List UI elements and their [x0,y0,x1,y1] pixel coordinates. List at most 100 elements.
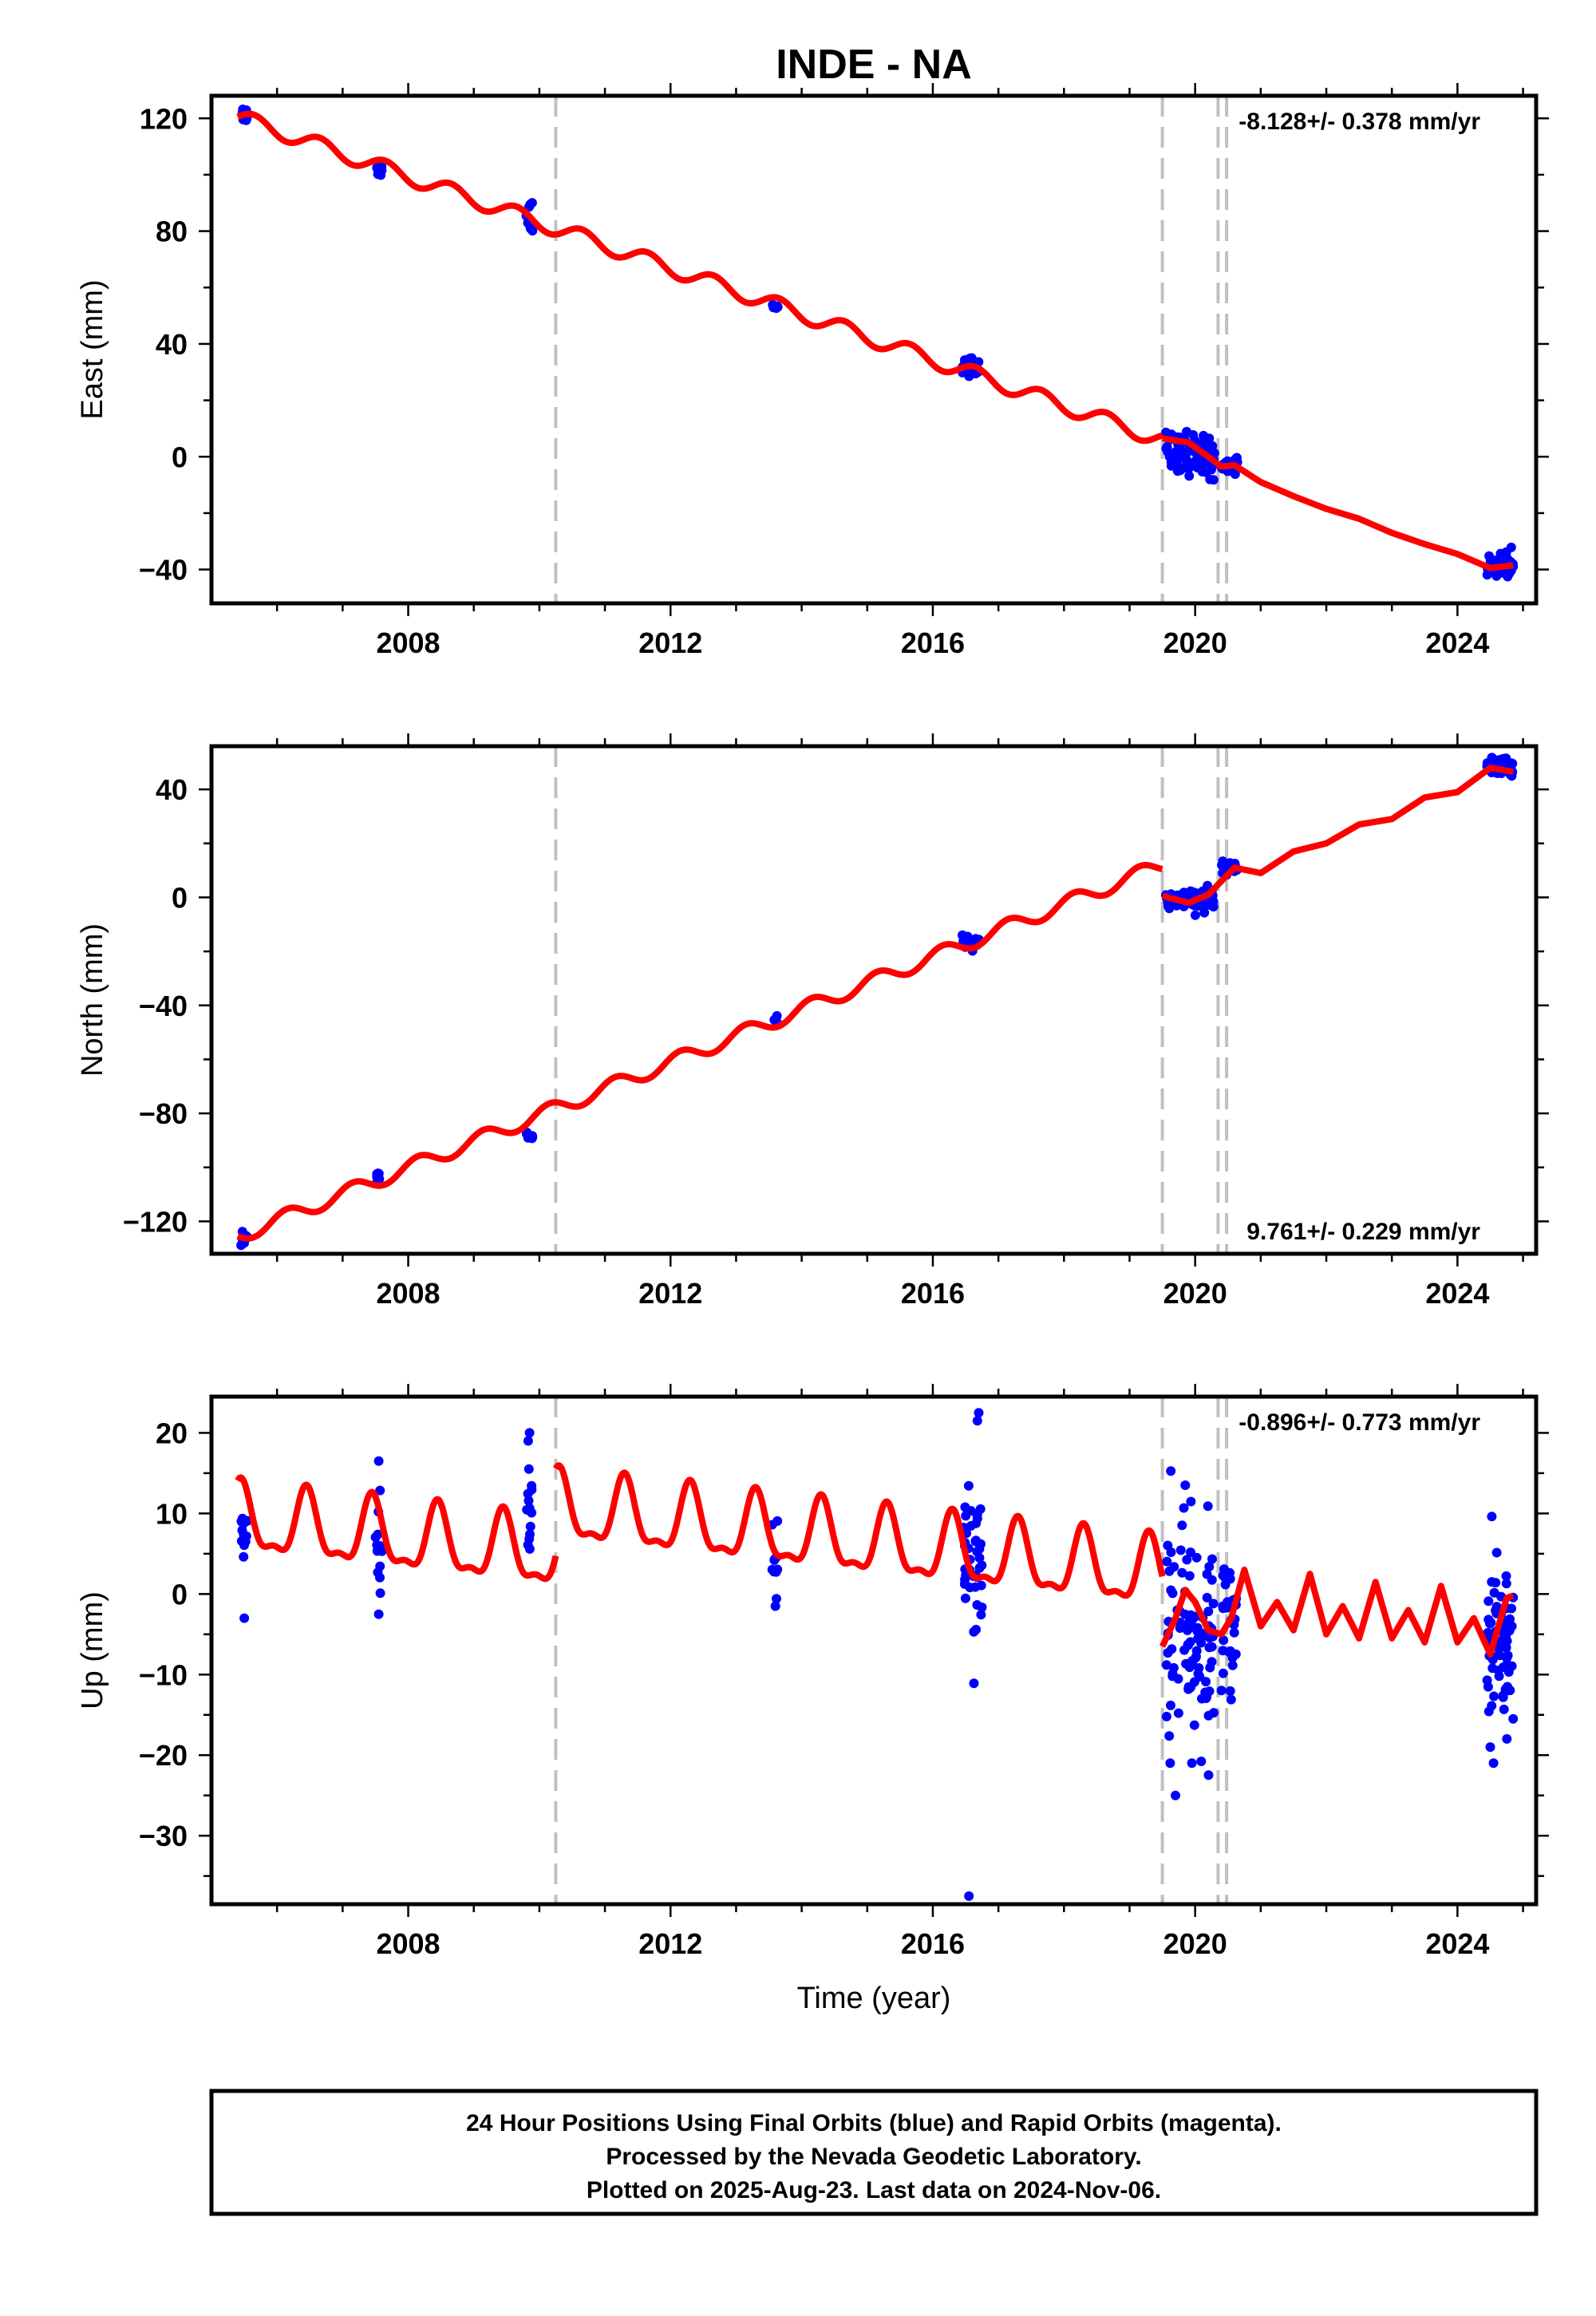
north-observation-point [1497,757,1507,768]
up-panel: 2008 2012 2016 2020 2024 −30 −20 −10 0 10 20 Up (mm… [76,1384,1549,2015]
up-observation-point [972,1514,982,1524]
north-observation-point [374,1174,385,1184]
north-observation-point [1200,898,1211,908]
up-observation-point [1179,1503,1189,1513]
north-y-tick-label: 0 [172,881,188,914]
up-observation-point [1501,1579,1511,1589]
up-rate-label: -0.896+/- 0.773 mm/yr [1238,1409,1480,1436]
up-observation-point [1173,1708,1183,1718]
east-observation-point [1205,474,1215,484]
up-observations [236,1408,1519,1901]
up-observation-point [1177,1567,1187,1578]
up-observation-point [1166,1585,1176,1595]
up-observation-point [1175,1545,1186,1555]
up-outlier-point [373,1456,384,1466]
north-observation-point [521,1128,531,1139]
up-observation-point [1186,1547,1195,1558]
up-observation-point [239,1540,249,1551]
east-observation-point [768,300,778,310]
up-observation-point [1218,1646,1228,1656]
north-observation-point [772,1010,782,1021]
up-observation-point [1505,1686,1515,1696]
east-observation-point [1192,463,1203,472]
up-observation-point [1225,1646,1235,1656]
up-observation-point [1491,1547,1502,1558]
up-x-axis-title: Time (year) [797,1982,951,2015]
up-observation-point [525,1521,535,1531]
up-observation-point [1216,1686,1227,1696]
up-observation-point [372,1546,382,1556]
up-observation-point [1166,1466,1176,1476]
up-observation-point [1209,1708,1219,1718]
up-model-post-event [1159,1567,1515,1658]
north-panel: 2008 2012 2016 2020 2024 −120 −80 −40 0 40 North (… [76,733,1549,1310]
east-observation-point [377,161,387,172]
up-x-tick-label: 2016 [901,1927,965,1960]
east-observation-point [1162,441,1172,452]
east-x-tick-label: 2020 [1163,626,1227,659]
up-x-tick-label: 2020 [1163,1927,1227,1960]
up-observation-point [1226,1694,1236,1705]
east-observation-point [527,198,537,208]
up-observation-point [1227,1660,1238,1670]
up-observation-point [523,1496,534,1506]
north-x-tick-label: 2016 [901,1277,965,1310]
footer-line-3: Plotted on 2025-Aug-23. Last data on 202… [587,2177,1161,2203]
up-observation-point [1225,1567,1235,1578]
up-observation-point [1502,1733,1512,1744]
up-y-axis-title: Up (mm) [76,1591,109,1709]
up-observation-point [960,1575,970,1585]
up-observation-point [1189,1611,1199,1622]
up-outlier-point [974,1408,984,1418]
up-observation-point [960,1593,970,1603]
east-model-segment-0 [235,110,1165,445]
up-observation-point [1493,1666,1503,1676]
east-y-tick-label: −40 [139,554,188,587]
east-observation-point [962,355,972,366]
up-observation-point [1220,1579,1231,1590]
up-observation-point [1203,1501,1213,1512]
up-observation-point [974,1553,985,1563]
up-observation-point [375,1588,385,1599]
up-y-tick-label: −30 [139,1820,188,1852]
north-observation-point [1199,907,1210,918]
up-x-tick-label: 2008 [376,1927,440,1960]
north-model-segment-0 [235,862,1165,1242]
up-observation-point [373,1567,383,1578]
footer-line-2: Processed by the Nevada Geodetic Laborat… [606,2144,1141,2170]
up-observation-point [977,1560,987,1571]
up-observation-point [1208,1599,1219,1609]
east-observation-point [1182,426,1191,437]
up-y-tick-label: −20 [139,1739,188,1772]
east-y-axis-title: East (mm) [76,279,109,419]
east-model-post-event [1161,435,1514,571]
up-observation-point [976,1610,986,1620]
up-observation-point [1482,1675,1492,1686]
up-observation-point [1169,1562,1179,1572]
up-model-segment-1 [552,1462,1166,1599]
up-observation-point [1507,1661,1517,1671]
up-outlier-point [1488,1758,1499,1769]
up-observation-point [1196,1757,1207,1766]
up-observation-point [977,1603,987,1612]
up-observation-point [1207,1554,1217,1564]
east-y-tick-label: 40 [156,328,188,361]
north-y-tick-label: −80 [139,1097,188,1130]
up-observation-point [1225,1686,1235,1696]
up-observation-point [1483,1706,1494,1717]
up-outlier-point [770,1601,780,1611]
east-plot-area [235,96,1519,603]
up-observation-point [1203,1607,1214,1617]
north-y-tick-label: 40 [156,773,188,806]
east-observation-point [1199,435,1209,445]
north-model-post-event [1161,765,1514,907]
east-y-tick-label: 120 [140,102,188,135]
up-outlier-point [1180,1480,1191,1490]
up-observation-point [525,1529,535,1539]
up-observation-point [527,1484,537,1495]
east-x-tick-label: 2008 [376,626,440,659]
up-observation-point [767,1564,777,1575]
up-observation-point [1195,1671,1205,1682]
north-observations [236,753,1518,1251]
footer-line-1: 24 Hour Positions Using Final Orbits (bl… [466,2110,1282,2136]
